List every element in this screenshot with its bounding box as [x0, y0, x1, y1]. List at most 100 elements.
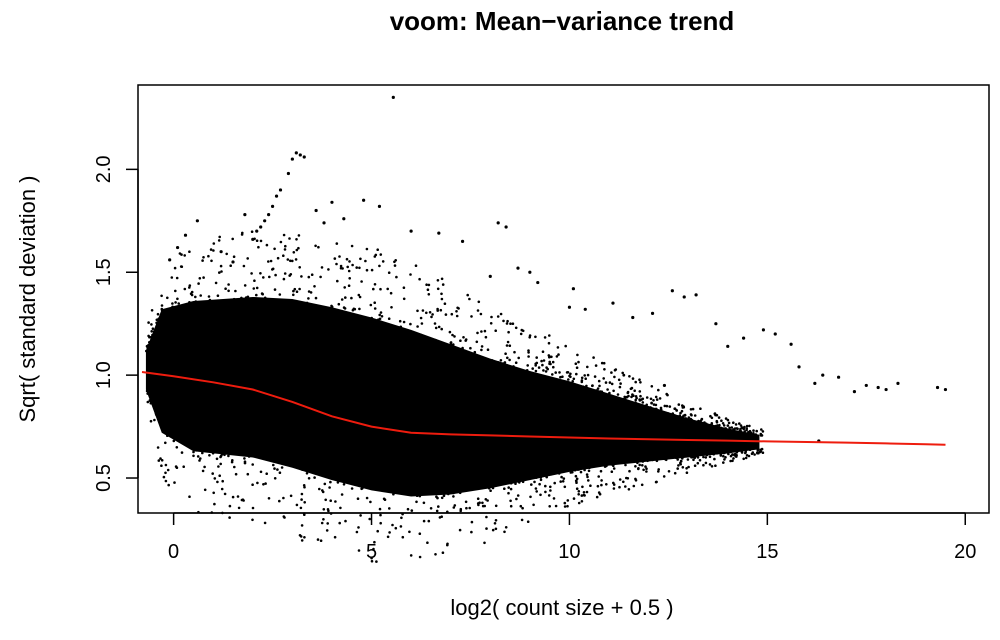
cloud-point	[604, 381, 608, 384]
cloud-point	[480, 330, 483, 333]
cloud-point	[313, 285, 316, 288]
cloud-point	[212, 242, 216, 245]
cloud-point	[639, 394, 642, 398]
cloud-point	[315, 470, 319, 473]
cloud-point	[535, 356, 538, 359]
cloud-point	[229, 264, 232, 268]
cloud-point	[199, 294, 202, 297]
cloud-point	[191, 305, 194, 309]
cloud-point	[575, 366, 579, 370]
cloud-point	[534, 364, 537, 367]
cloud-point	[232, 449, 236, 452]
cloud-point	[641, 401, 645, 404]
cloud-point	[145, 349, 148, 353]
cloud-point	[527, 349, 530, 352]
cloud-point	[598, 384, 601, 388]
cloud-point	[336, 481, 340, 484]
cloud-point	[301, 468, 304, 472]
cloud-point	[357, 549, 361, 552]
cloud-point	[480, 345, 484, 348]
cloud-point	[426, 541, 429, 544]
y-axis-label: Sqrt( standard deviation )	[15, 175, 40, 422]
cloud-point	[529, 374, 532, 377]
cloud-point	[440, 496, 444, 500]
cloud-point	[370, 482, 373, 485]
cloud-point	[409, 322, 412, 326]
cloud-point	[622, 374, 625, 377]
cloud-point	[554, 469, 558, 473]
cloud-point	[718, 423, 721, 427]
cloud-point	[282, 496, 285, 500]
cloud-point	[657, 468, 660, 471]
cloud-point	[201, 259, 204, 262]
cloud-point	[534, 335, 537, 339]
cloud-point	[638, 378, 641, 382]
data-point	[322, 221, 326, 225]
data-point	[761, 328, 765, 332]
cloud-point	[634, 380, 637, 384]
cloud-point	[748, 431, 752, 434]
data-point	[409, 229, 413, 233]
cloud-point	[501, 362, 505, 365]
cloud-point	[484, 498, 488, 501]
cloud-point	[329, 499, 333, 503]
cloud-point	[647, 458, 650, 462]
cloud-point	[380, 315, 384, 318]
cloud-point	[452, 491, 455, 495]
cloud-point	[521, 329, 525, 333]
cloud-point	[371, 487, 375, 490]
cloud-point	[330, 305, 334, 309]
cloud-point	[535, 361, 539, 365]
cloud-point	[437, 325, 441, 329]
data-point	[460, 239, 465, 243]
cloud-point	[420, 338, 424, 341]
data-point	[342, 217, 346, 221]
cloud-point	[547, 341, 551, 345]
cloud-point	[612, 389, 615, 393]
cloud-point	[486, 358, 490, 361]
cloud-point	[583, 374, 586, 377]
cloud-point	[714, 464, 717, 468]
cloud-point	[292, 251, 296, 254]
cloud-point	[339, 264, 343, 268]
cloud-point	[444, 313, 448, 316]
cloud-point	[452, 506, 456, 509]
cloud-point	[465, 506, 468, 510]
data-point	[516, 266, 520, 270]
cloud-point	[415, 333, 419, 337]
cloud-point	[503, 487, 506, 491]
cloud-point	[350, 296, 353, 300]
cloud-point	[531, 367, 534, 370]
cloud-point	[232, 255, 236, 258]
cloud-point	[623, 395, 626, 399]
cloud-point	[504, 526, 508, 529]
cloud-point	[507, 491, 510, 495]
cloud-point	[520, 518, 524, 522]
cloud-point	[242, 264, 246, 268]
cloud-point	[201, 301, 205, 305]
cloud-point	[305, 472, 309, 475]
cloud-point	[293, 287, 297, 291]
cloud-point	[251, 518, 254, 522]
cloud-point	[636, 461, 639, 465]
cloud-point	[199, 457, 202, 460]
cloud-point	[720, 426, 723, 430]
cloud-point	[373, 540, 376, 544]
cloud-point	[608, 391, 611, 395]
cloud-point	[259, 239, 263, 243]
cloud-point	[394, 259, 398, 262]
data-point	[726, 344, 730, 348]
cloud-point	[603, 368, 606, 371]
cloud-point	[303, 501, 307, 504]
cloud-point	[218, 302, 221, 305]
cloud-point	[188, 306, 192, 309]
cloud-point	[370, 556, 373, 560]
cloud-point	[280, 459, 284, 462]
data-point	[864, 383, 868, 388]
cloud-point	[600, 361, 604, 365]
cloud-point	[593, 391, 597, 394]
cloud-point	[506, 340, 510, 344]
cloud-point	[596, 484, 600, 488]
cloud-point	[479, 312, 483, 316]
cloud-point	[615, 460, 618, 464]
